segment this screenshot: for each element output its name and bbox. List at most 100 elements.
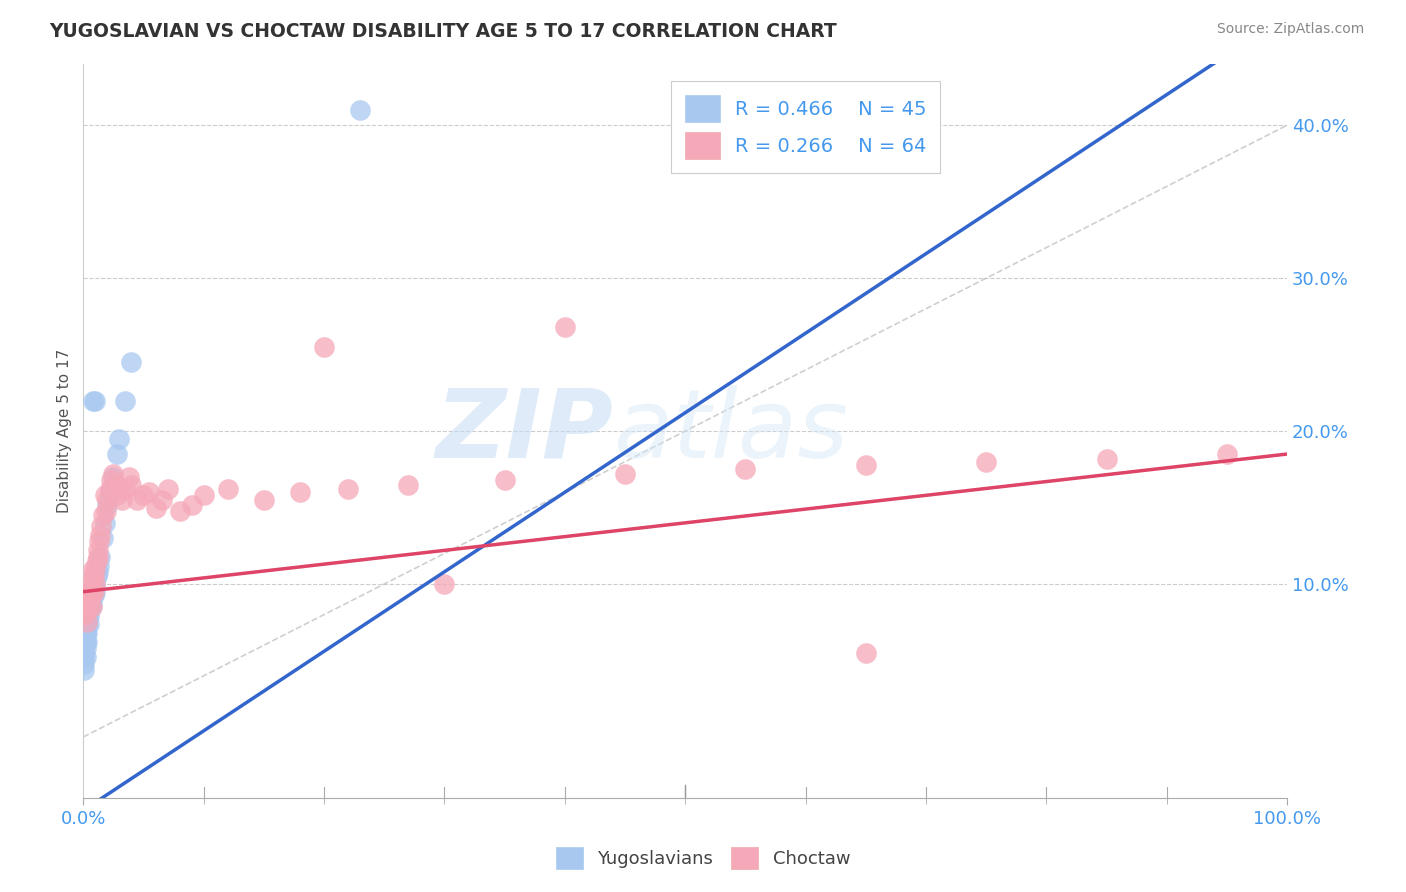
Point [87, 565, 110, 579]
Point [91, 508, 114, 523]
Point [87, 549, 110, 564]
Point [77, 610, 100, 624]
Point [83, 584, 105, 599]
Point [1216, 447, 1239, 461]
Point [974, 455, 997, 469]
Point [105, 488, 128, 502]
Point [79, 599, 101, 614]
Point [138, 485, 160, 500]
Point [111, 492, 134, 507]
Point [75, 592, 97, 607]
Point [90, 519, 112, 533]
Text: atlas: atlas [613, 384, 848, 477]
Legend: Yugoslavians, Choctaw: Yugoslavians, Choctaw [548, 839, 858, 876]
Point [349, 103, 371, 117]
Point [98, 482, 121, 496]
Text: ZIP: ZIP [434, 384, 613, 477]
Point [75, 641, 97, 656]
Point [76, 615, 98, 630]
Point [145, 500, 167, 515]
Point [79, 616, 101, 631]
Point [84, 393, 107, 408]
Point [84, 577, 107, 591]
Point [86, 569, 108, 583]
Point [96, 492, 118, 507]
Point [96, 498, 118, 512]
Point [120, 477, 142, 491]
Point [288, 485, 311, 500]
Point [73, 650, 96, 665]
Point [82, 569, 104, 583]
Point [104, 477, 127, 491]
Point [75, 615, 97, 630]
Point [77, 599, 100, 614]
Point [76, 595, 98, 609]
Point [79, 592, 101, 607]
Point [77, 584, 100, 599]
Text: Source: ZipAtlas.com: Source: ZipAtlas.com [1216, 22, 1364, 37]
Point [114, 482, 136, 496]
Point [84, 577, 107, 591]
Point [73, 641, 96, 656]
Point [82, 562, 104, 576]
Point [217, 482, 239, 496]
Point [108, 432, 131, 446]
Point [118, 470, 141, 484]
Point [79, 592, 101, 607]
Point [855, 458, 877, 472]
Point [554, 320, 576, 334]
Point [82, 393, 104, 408]
Point [253, 492, 276, 507]
Text: YUGOSLAVIAN VS CHOCTAW DISABILITY AGE 5 TO 17 CORRELATION CHART: YUGOSLAVIAN VS CHOCTAW DISABILITY AGE 5 … [49, 22, 837, 41]
Point [614, 467, 637, 481]
Point [76, 626, 98, 640]
Point [73, 646, 96, 660]
Point [169, 503, 191, 517]
Point [79, 609, 101, 624]
Y-axis label: Disability Age 5 to 17: Disability Age 5 to 17 [58, 349, 72, 513]
Point [103, 467, 125, 481]
Point [89, 528, 111, 542]
Point [180, 498, 202, 512]
Point [76, 607, 98, 622]
Point [127, 492, 149, 507]
Point [193, 488, 215, 502]
Point [76, 618, 98, 632]
Point [75, 650, 97, 665]
Point [80, 589, 103, 603]
Point [86, 554, 108, 568]
Point [75, 626, 97, 640]
Point [84, 562, 107, 576]
Point [80, 597, 103, 611]
Point [91, 531, 114, 545]
Point [83, 569, 105, 583]
Point [120, 355, 142, 369]
Point [73, 663, 96, 677]
Point [396, 477, 419, 491]
Point [114, 393, 136, 408]
Legend: R = 0.466    N = 45, R = 0.266    N = 64: R = 0.466 N = 45, R = 0.266 N = 64 [671, 81, 941, 173]
Point [855, 646, 877, 660]
Point [89, 549, 111, 564]
Point [94, 488, 117, 502]
Point [75, 605, 97, 619]
Point [156, 482, 179, 496]
Point [87, 534, 110, 549]
Point [83, 588, 105, 602]
Point [84, 584, 107, 599]
Point [94, 516, 117, 530]
Point [87, 543, 110, 558]
Point [79, 577, 101, 591]
Point [80, 584, 103, 599]
Point [105, 447, 128, 461]
Point [73, 657, 96, 671]
Point [96, 503, 118, 517]
Point [75, 635, 97, 649]
Point [73, 607, 96, 622]
Point [1095, 451, 1118, 466]
Point [100, 473, 122, 487]
Point [494, 473, 516, 487]
Point [80, 599, 103, 614]
Point [734, 462, 756, 476]
Point [337, 482, 360, 496]
